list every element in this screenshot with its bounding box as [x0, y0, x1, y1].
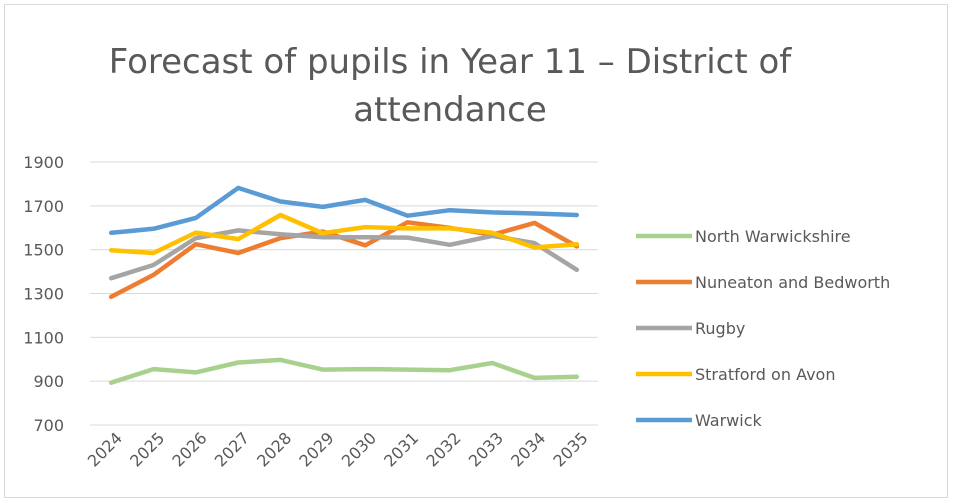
y-tick-label: 1500 — [23, 241, 64, 260]
x-tick-label: 2027 — [211, 428, 253, 470]
legend-item: Nuneaton and Bedworth — [636, 273, 890, 292]
x-tick-label: 2034 — [507, 428, 549, 470]
legend-item: Stratford on Avon — [636, 365, 835, 384]
y-tick-label: 1900 — [23, 153, 64, 172]
legend: North Warwickshire Nuneaton and Bedworth R… — [636, 227, 890, 430]
legend-label: Nuneaton and Bedworth — [695, 273, 890, 292]
x-tick-label: 2032 — [422, 428, 464, 470]
x-tick-label: 2035 — [549, 428, 591, 470]
legend-label: North Warwickshire — [695, 227, 851, 246]
x-tick-label: 2024 — [84, 428, 126, 470]
x-tick-label: 2028 — [253, 428, 295, 470]
x-tick-label: 2026 — [168, 428, 210, 470]
series-line — [108, 212, 580, 256]
legend-label: Rugby — [695, 319, 745, 338]
chart-title: Forecast of pupils in Year 11 – District… — [108, 42, 792, 130]
y-axis-ticks: 700 900 1100 1300 1500 1700 1900 — [23, 153, 64, 435]
series-line — [108, 357, 580, 385]
x-axis-ticks: 2024 2025 2026 2027 2028 2029 2030 2031 2032 2033… — [84, 428, 592, 470]
y-tick-label: 900 — [33, 372, 64, 391]
y-tick-label: 1700 — [23, 197, 64, 216]
x-tick-label: 2025 — [126, 428, 168, 470]
legend-item: Warwick — [636, 411, 763, 430]
legend-item: Rugby — [636, 319, 745, 338]
y-tick-label: 1100 — [23, 328, 64, 347]
x-tick-label: 2029 — [295, 428, 337, 470]
legend-label: Stratford on Avon — [695, 365, 835, 384]
x-tick-label: 2031 — [380, 428, 422, 470]
series-line — [108, 220, 580, 300]
y-tick-label: 700 — [33, 416, 64, 435]
series-lines — [108, 185, 580, 385]
y-tick-label: 1300 — [23, 285, 64, 304]
legend-item: North Warwickshire — [636, 227, 851, 246]
series-line — [108, 185, 580, 236]
x-tick-label: 2030 — [338, 428, 380, 470]
x-tick-label: 2033 — [465, 428, 507, 470]
legend-label: Warwick — [695, 411, 763, 430]
